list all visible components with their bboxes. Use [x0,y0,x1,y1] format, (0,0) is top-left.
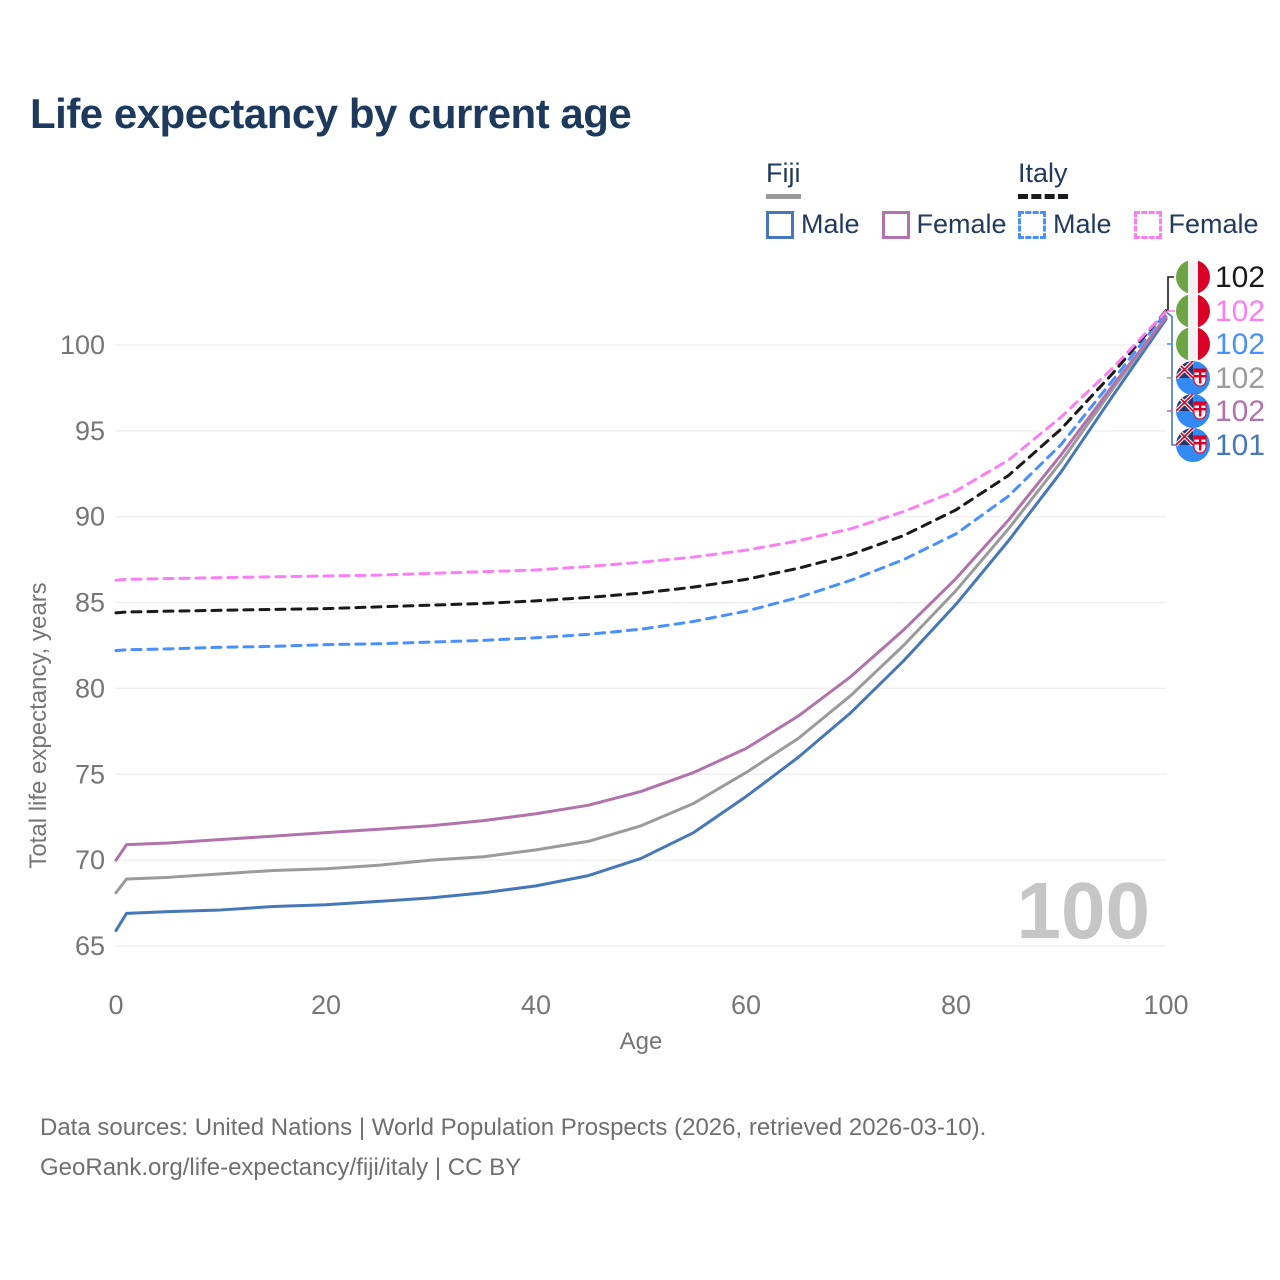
series-line-italy-female[interactable] [114,310,1168,582]
italy-flag-icon [1176,260,1210,294]
x-axis-title: Age [620,1028,663,1055]
x-tick-label: 80 [941,990,971,1020]
fiji-flag-icon [1176,361,1210,395]
x-tick-label: 0 [108,990,123,1020]
leader-line [1166,276,1174,312]
y-tick-label: 100 [60,330,105,360]
series-line-fiji-total[interactable] [114,315,1168,895]
legend-item-fiji-female[interactable]: Female [881,209,1007,240]
end-label-value: 102 [1215,395,1265,428]
end-label-value: 102 [1215,328,1265,361]
legend-item-label: Female [1168,209,1259,239]
y-tick-label: 70 [75,845,105,875]
x-tick-label: 40 [521,990,551,1020]
attribution-text: GeoRank.org/life-expectancy/fiji/italy |… [40,1154,522,1181]
legend-group-italy: Italy Male Female [1018,158,1280,240]
end-label-fiji-male: 101 [1176,428,1265,462]
legend-header-fiji: Fiji [766,158,801,199]
fiji-flag-icon [1176,394,1210,428]
end-label-fiji-total: 102 [1176,361,1265,395]
end-label-value: 102 [1215,295,1265,328]
series-line-italy-total[interactable] [114,309,1168,615]
y-tick-label: 95 [75,416,105,446]
legend-item-label: Female [916,209,1007,239]
legend-item-label: Male [1053,209,1112,239]
y-tick-label: 80 [75,673,105,703]
fiji-male-swatch-icon [766,210,794,239]
fiji-flag-icon [1176,428,1210,462]
legend-group-fiji: Fiji Male Female [766,158,1029,240]
series-line-fiji-male[interactable] [114,317,1168,933]
series-line-fiji-female[interactable] [114,316,1168,862]
y-tick-label: 75 [75,759,105,789]
y-axis-title: Total life expectancy, years [25,582,52,868]
italy-male-swatch-icon [1018,210,1046,239]
end-label-value: 102 [1215,261,1265,294]
italy-female-swatch-icon [1133,210,1162,239]
legend-item-label: Male [801,209,860,239]
y-tick-label: 65 [75,931,105,961]
leader-line [1166,312,1179,446]
end-label-fiji-female: 102 [1176,394,1265,428]
series-line-italy-male[interactable] [114,310,1168,653]
legend-header-italy: Italy [1018,158,1068,199]
legend-item-italy-male[interactable]: Male [1018,209,1112,240]
italy-flag-icon [1176,327,1210,361]
y-tick-label: 85 [75,588,105,618]
end-label-italy-total: 102 [1176,260,1265,294]
x-tick-label: 100 [1143,990,1188,1020]
legend-item-fiji-male[interactable]: Male [766,209,860,240]
y-tick-label: 90 [75,502,105,532]
fiji-female-swatch-icon [881,210,910,239]
data-sources-text: Data sources: United Nations | World Pop… [40,1114,987,1141]
age-counter-watermark: 100 [1017,866,1150,955]
end-label-italy-female: 102 [1176,294,1265,328]
legend-item-italy-female[interactable]: Female [1133,209,1259,240]
x-tick-label: 60 [731,990,761,1020]
end-label-value: 101 [1215,429,1265,462]
x-tick-label: 20 [311,990,341,1020]
page-title: Life expectancy by current age [30,90,632,137]
italy-flag-icon [1176,294,1210,328]
end-label-italy-male: 102 [1176,327,1265,361]
footer: Data sources: United Nations | World Pop… [40,1108,986,1188]
end-label-value: 102 [1215,362,1265,395]
